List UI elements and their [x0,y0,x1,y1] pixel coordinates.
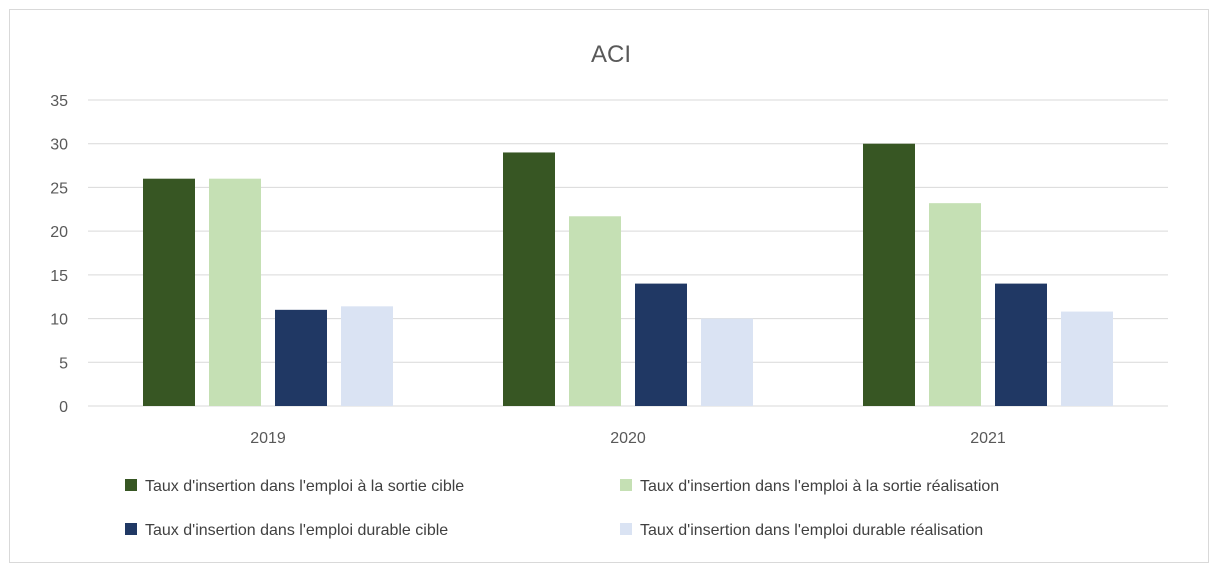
bar-2019-series-2 [209,178,261,406]
legend-swatch [620,479,632,491]
legend-label: Taux d'insertion dans l'emploi à la sort… [145,478,464,495]
bar-2019-series-3 [275,309,327,406]
legend: Taux d'insertion dans l'emploi à la sort… [125,478,999,539]
bar-2021-series-3 [995,283,1047,406]
bar-2021-series-1 [863,143,915,406]
y-tick-label: 35 [50,93,68,110]
y-tick-label: 20 [50,224,68,241]
gridlines [88,99,1168,407]
y-tick-label: 10 [50,312,68,329]
y-axis-ticks: 0 5 10 15 20 25 30 35 [50,93,68,416]
x-tick-label: 2020 [610,430,646,447]
legend-label: Taux d'insertion dans l'emploi durable c… [145,522,448,539]
y-tick-label: 30 [50,137,68,154]
bar-2020-series-4 [701,318,753,406]
y-tick-label: 0 [59,399,68,416]
chart-title: ACI [591,41,631,68]
bar-2020-series-2 [569,216,621,406]
bar-2021-series-2 [929,203,981,406]
legend-label: Taux d'insertion dans l'emploi à la sort… [640,478,999,495]
x-tick-label: 2019 [250,430,286,447]
bar-2021-series-4 [1061,311,1113,406]
bar-2019-series-1 [143,178,195,406]
legend-label: Taux d'insertion dans l'emploi durable r… [640,522,983,539]
x-axis-ticks: 2019 2020 2021 [250,430,1006,447]
legend-swatch [125,479,137,491]
legend-swatch [125,523,137,535]
y-tick-label: 25 [50,180,68,197]
bar-2020-series-3 [635,283,687,406]
x-tick-label: 2021 [970,430,1006,447]
legend-swatch [620,523,632,535]
y-tick-label: 5 [59,355,68,372]
bar-2020-series-1 [503,152,555,406]
y-tick-label: 15 [50,268,68,285]
bars [143,143,1113,406]
bar-2019-series-4 [341,306,393,406]
